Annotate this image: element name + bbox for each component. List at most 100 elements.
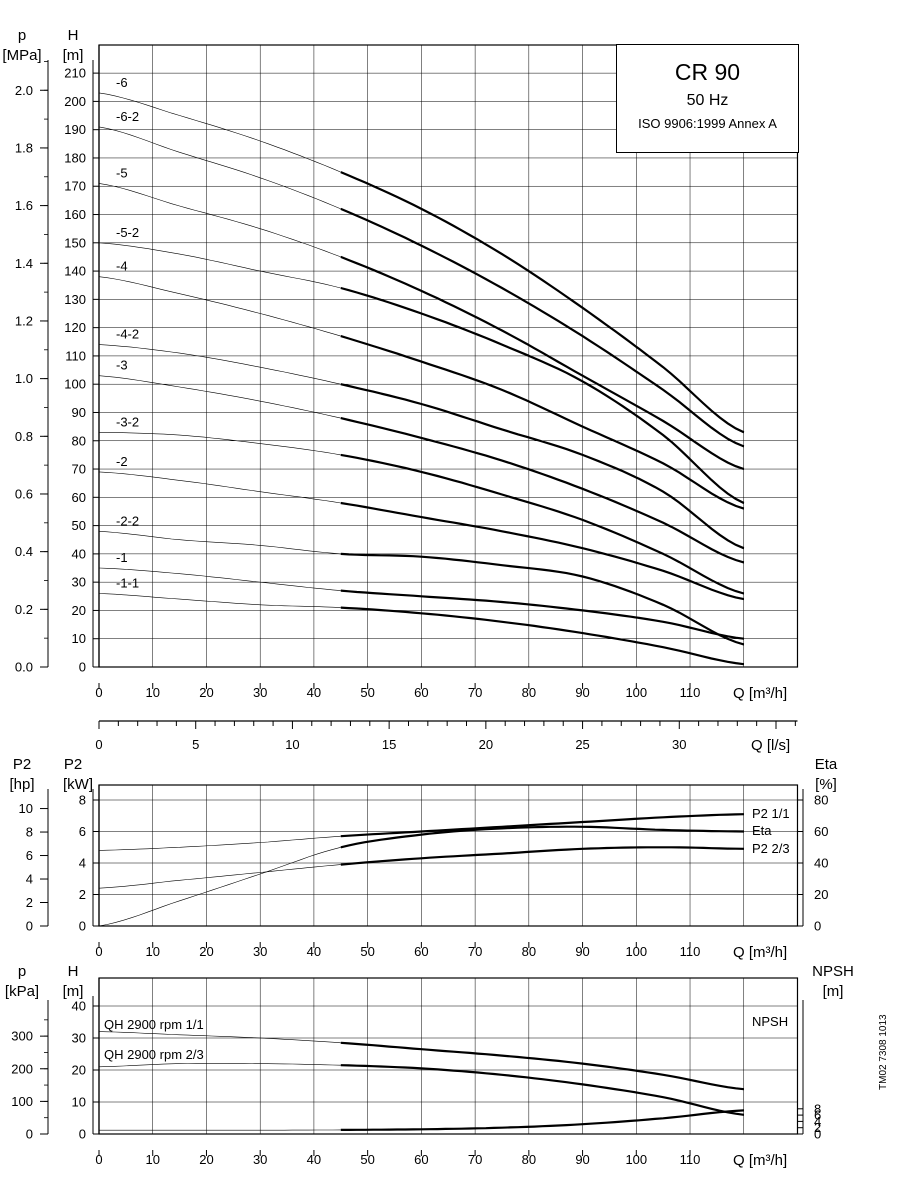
power-kw-tick-label: 0 — [79, 919, 86, 934]
head-panel-xtick-label: 110 — [680, 685, 701, 700]
head-curve-thin — [99, 472, 341, 503]
flow-ls-tick-label: 0 — [95, 737, 102, 752]
head-ytick-label: 170 — [64, 179, 86, 194]
qh-curve — [341, 1110, 744, 1130]
qh-panel-xtick-label: 70 — [468, 1152, 482, 1167]
qh-curve-thin — [99, 1063, 341, 1067]
eta-tick-label: 20 — [814, 887, 828, 902]
head-axis-symbol: H — [68, 27, 79, 44]
eta-tick-label: 80 — [814, 793, 828, 808]
power-kw-tick-label: 8 — [79, 793, 86, 808]
head-panel-xlabel: Q [m³/h] — [733, 685, 787, 702]
head-ytick-label: 50 — [72, 518, 86, 533]
head-curve-thin — [99, 376, 341, 418]
head-panel-xtick-label: 30 — [253, 685, 267, 700]
curve-label: -3-2 — [116, 414, 139, 429]
curve-label: -2 — [116, 454, 128, 469]
head-panel-xtick-label: 80 — [522, 685, 536, 700]
qh-panel-xtick-label: 60 — [414, 1152, 428, 1167]
qh-pressure-tick-label: 300 — [11, 1029, 33, 1044]
head-ytick-label: 130 — [64, 292, 86, 307]
head-curve-thin — [99, 243, 341, 288]
frequency-label: 50 Hz — [617, 92, 798, 110]
qh-head-tick-label: 0 — [79, 1127, 86, 1142]
power-panel-xtick-label: 0 — [95, 944, 102, 959]
flow-ls-tick-label: 15 — [382, 737, 396, 752]
power-curve — [341, 847, 744, 864]
head-curve — [341, 503, 744, 599]
head-ytick-label: 160 — [64, 207, 86, 222]
power-panel-xtick-label: 100 — [625, 944, 647, 959]
qh-panel-xtick-label: 0 — [95, 1152, 102, 1167]
head-ytick-label: 110 — [65, 348, 86, 363]
power-panel-xtick-label: 10 — [145, 944, 159, 959]
head-panel-xtick-label: 70 — [468, 685, 482, 700]
power-hp-tick-label: 4 — [26, 872, 33, 887]
eta-tick-label: 40 — [814, 856, 828, 871]
head-ytick-label: 10 — [72, 631, 86, 646]
power-panel-xlabel: Q [m³/h] — [733, 944, 787, 961]
power-panel-xtick-label: 30 — [253, 944, 267, 959]
qh-panel-xtick-label: 40 — [307, 1152, 321, 1167]
qh-head-tick-label: 40 — [72, 999, 86, 1014]
pressure-ytick-label: 0.4 — [15, 544, 33, 559]
curve-label: -5-2 — [116, 225, 139, 240]
head-panel-xtick-label: 20 — [199, 685, 213, 700]
qh-panel-xtick-label: 100 — [625, 1152, 647, 1167]
pressure-ytick-label: 1.6 — [15, 198, 33, 213]
head-ytick-label: 70 — [72, 462, 86, 477]
standard-label: ISO 9906:1999 Annex A — [617, 116, 798, 131]
pressure-ytick-label: 1.8 — [15, 140, 33, 155]
qh-pressure-axis-symbol: p — [18, 963, 26, 980]
head-curve-thin — [99, 432, 341, 455]
qh-pressure-tick-label: 100 — [11, 1094, 33, 1109]
head-ytick-label: 60 — [72, 490, 86, 505]
qh-curve-thin — [99, 1032, 341, 1043]
head-ytick-label: 20 — [72, 603, 86, 618]
pressure-ytick-label: 1.4 — [15, 256, 33, 271]
document-code: TM02 7308 1013 — [878, 1014, 889, 1090]
head-panel-xtick-label: 100 — [625, 685, 647, 700]
power-kw-tick-label: 2 — [79, 887, 86, 902]
curve-label: -2-2 — [116, 513, 139, 528]
head-ytick-label: 90 — [72, 405, 86, 420]
pressure-axis-symbol: p — [18, 27, 26, 44]
head-ytick-label: 180 — [64, 150, 86, 165]
npsh-axis-symbol: NPSH — [812, 963, 854, 980]
pressure-ytick-label: 0.2 — [15, 602, 33, 617]
npsh-axis-unit: [m] — [823, 983, 844, 1000]
qh-head-axis-symbol: H — [68, 963, 79, 980]
head-panel-xtick-label: 40 — [307, 685, 321, 700]
power-curve — [341, 814, 744, 836]
npsh-tick-label: 8 — [814, 1101, 821, 1116]
qh-head-tick-label: 30 — [72, 1031, 86, 1046]
qh-panel-xtick-label: 30 — [253, 1152, 267, 1167]
power-curve-label: P2 1/1 — [752, 806, 790, 821]
power-curve-label: P2 2/3 — [752, 841, 790, 856]
eta-tick-label: 60 — [814, 824, 828, 839]
head-curve-thin — [99, 531, 341, 554]
head-curve — [341, 257, 744, 469]
qh-pressure-tick-label: 0 — [26, 1127, 33, 1142]
qh-curve — [341, 1043, 744, 1089]
power-panel-xtick-label: 90 — [575, 944, 589, 959]
pressure-ytick-label: 1.0 — [15, 371, 33, 386]
head-ytick-label: 150 — [64, 235, 86, 250]
head-ytick-label: 190 — [64, 122, 86, 137]
head-ytick-label: 100 — [64, 377, 86, 392]
power-curve-thin — [99, 847, 341, 926]
qh-pressure-axis-unit: [kPa] — [5, 983, 39, 1000]
head-curve — [341, 554, 744, 645]
eta-axis-unit: [%] — [815, 776, 837, 793]
power-hp-axis-symbol: P2 — [13, 756, 31, 773]
qh-panel-xtick-label: 10 — [145, 1152, 159, 1167]
head-ytick-label: 210 — [64, 66, 86, 81]
qh-head-axis-unit: [m] — [63, 983, 84, 1000]
model-info-box: CR 90 50 Hz ISO 9906:1999 Annex A — [616, 44, 799, 153]
qh-panel-xlabel: Q [m³/h] — [733, 1152, 787, 1169]
head-ytick-label: 30 — [72, 575, 86, 590]
power-kw-tick-label: 6 — [79, 824, 86, 839]
head-panel-xtick-label: 0 — [95, 685, 102, 700]
head-ytick-label: 80 — [72, 433, 86, 448]
qh-panel-xtick-label: 80 — [522, 1152, 536, 1167]
